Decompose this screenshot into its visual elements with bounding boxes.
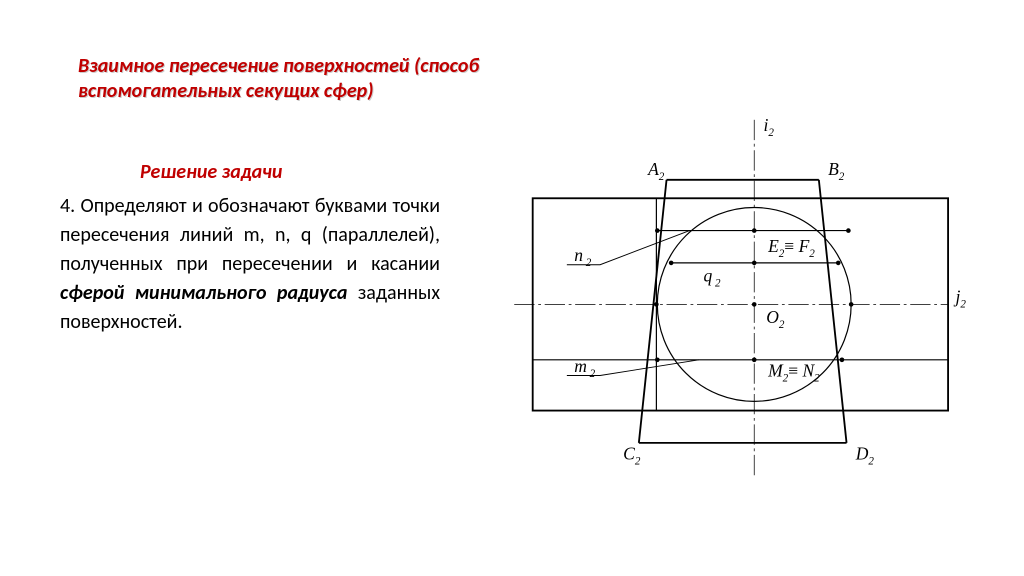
- svg-text:C2: C2: [623, 444, 641, 468]
- svg-text:q 2: q 2: [703, 265, 721, 289]
- svg-text:D2: D2: [855, 444, 875, 468]
- svg-text:i2: i2: [763, 115, 774, 139]
- svg-text:E2≡ F2: E2≡ F2: [767, 236, 815, 260]
- section-subtitle: Решение задачи: [140, 160, 282, 184]
- text-emph: сферой минимального радиуса: [60, 281, 347, 305]
- svg-text:M2≡ N2: M2≡ N2: [767, 360, 820, 384]
- cone-right: [819, 180, 847, 443]
- svg-text:j2: j2: [953, 287, 966, 311]
- intersection-points: [654, 228, 853, 362]
- body-text: 4. Определяют и обозначают буквами точки…: [60, 192, 440, 337]
- diagram-labels: i2j2A2B2C2D2O2E2≡ F2M2≡ N2n 2q 2m 2: [574, 115, 966, 467]
- cone-left: [639, 180, 667, 443]
- svg-text:O2: O2: [766, 307, 785, 331]
- step-number: 4.: [60, 194, 75, 218]
- text-before: Определяют и обозначают буквами точки пе…: [60, 194, 440, 276]
- svg-text:A2: A2: [647, 159, 665, 183]
- svg-text:B2: B2: [828, 159, 845, 183]
- geometry-diagram: i2j2A2B2C2D2O2E2≡ F2M2≡ N2n 2q 2m 2: [505, 95, 985, 500]
